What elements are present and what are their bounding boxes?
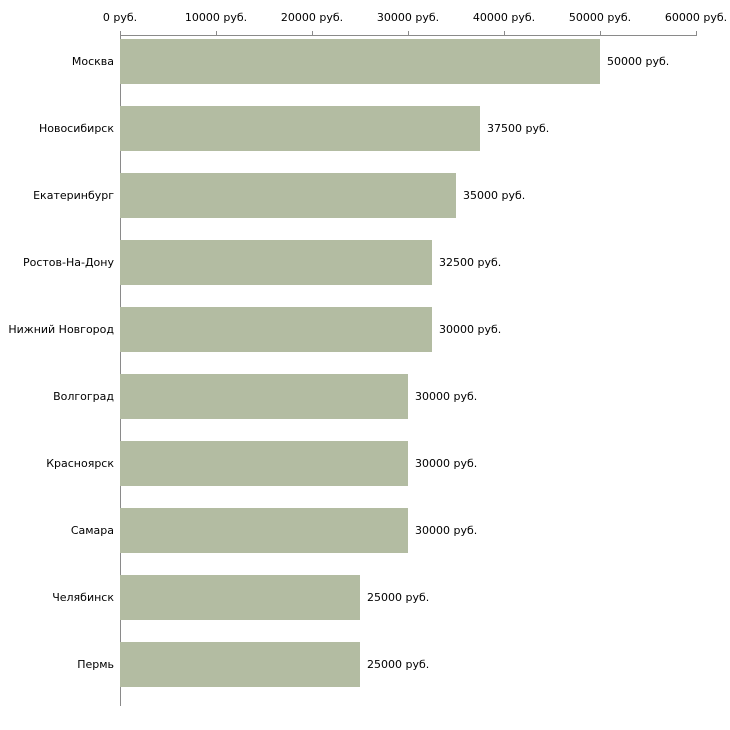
value-label: 25000 руб. [367,658,430,671]
y-axis-line [120,35,121,706]
x-tick-label: 40000 руб. [472,11,536,24]
x-tick-label: 20000 руб. [280,11,344,24]
bar-row: Челябинск 25000 руб. [0,572,730,639]
bar-row: Новосибирск 37500 руб. [0,103,730,170]
value-label: 32500 руб. [439,256,502,269]
category-label: Екатеринбург [33,189,114,202]
x-tick-mark [408,31,409,35]
bar [120,441,408,486]
category-label: Ростов-На-Дону [22,256,114,269]
category-label: Нижний Новгород [8,323,114,336]
x-tick-label: 10000 руб. [184,11,248,24]
plot-area: Москва 50000 руб. Новосибирск 37500 руб. Ека… [0,36,730,706]
category-label: Москва [71,55,114,68]
category-label: Челябинск [52,591,114,604]
value-label: 30000 руб. [415,390,478,403]
value-label: 37500 руб. [487,122,550,135]
x-axis-line [120,35,697,36]
value-label: 35000 руб. [463,189,526,202]
bar [120,106,480,151]
x-tick-mark [504,31,505,35]
x-tick-label: 50000 руб. [568,11,632,24]
category-label: Самара [70,524,114,537]
category-label: Красноярск [46,457,114,470]
x-tick-mark [600,31,601,35]
bar [120,642,360,687]
value-label: 30000 руб. [415,524,478,537]
x-tick-mark [216,31,217,35]
category-label: Пермь [77,658,114,671]
category-label: Новосибирск [38,122,114,135]
bar [120,374,408,419]
bar-row: Ростов-На-Дону 32500 руб. [0,237,730,304]
category-label: Волгоград [53,390,114,403]
bar [120,508,408,553]
bar [120,39,600,84]
bar-row: Нижний Новгород 30000 руб. [0,304,730,371]
value-label: 25000 руб. [367,591,430,604]
value-label: 30000 руб. [439,323,502,336]
bar-row: Самара 30000 руб. [0,505,730,572]
x-tick-mark [696,31,697,35]
x-tick-label: 60000 руб. [664,11,728,24]
x-tick-mark [120,31,121,35]
x-tick-mark [312,31,313,35]
bar [120,173,456,218]
x-tick-label: 0 руб. [102,11,138,24]
bar-row: Москва 50000 руб. [0,36,730,103]
x-tick-label: 30000 руб. [376,11,440,24]
bar-row: Волгоград 30000 руб. [0,371,730,438]
bar [120,240,432,285]
bar [120,575,360,620]
value-label: 50000 руб. [607,55,670,68]
value-label: 30000 руб. [415,457,478,470]
bar-row: Екатеринбург 35000 руб. [0,170,730,237]
bar [120,307,432,352]
bar-row: Пермь 25000 руб. [0,639,730,706]
bar-row: Красноярск 30000 руб. [0,438,730,505]
